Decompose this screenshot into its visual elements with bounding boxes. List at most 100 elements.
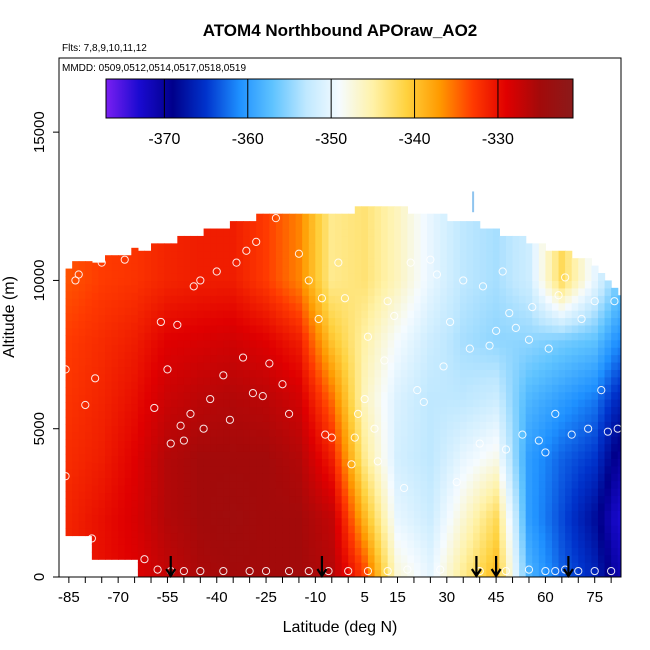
- heatmap-cell: [249, 428, 257, 437]
- observation-point: [603, 427, 612, 436]
- heatmap-cell: [505, 347, 514, 356]
- heatmap-cell: [341, 369, 349, 378]
- heatmap-cell: [321, 339, 330, 348]
- heatmap-cell: [453, 243, 461, 252]
- heatmap-cell: [354, 228, 362, 237]
- heatmap-cell: [446, 391, 454, 400]
- heatmap-cell: [440, 235, 448, 244]
- heatmap-cell: [269, 384, 277, 393]
- heatmap-cell: [440, 525, 448, 534]
- heatmap-cell: [262, 369, 270, 378]
- heatmap-cell: [269, 361, 277, 370]
- heatmap-cell: [170, 347, 178, 356]
- heatmap-cell: [170, 258, 178, 267]
- heatmap-cell: [269, 495, 277, 504]
- heatmap-cell: [124, 321, 132, 330]
- heatmap-cell: [131, 270, 139, 279]
- heatmap-cell: [269, 554, 277, 563]
- heatmap-cell: [72, 283, 80, 292]
- heatmap-cell: [249, 450, 257, 459]
- heatmap-cell: [492, 332, 500, 341]
- heatmap-cell: [216, 428, 224, 437]
- heatmap-cell: [118, 299, 126, 308]
- heatmap-cell: [85, 313, 93, 322]
- heatmap-cell: [407, 332, 415, 341]
- heatmap-cell: [361, 302, 369, 311]
- heatmap-cell: [210, 525, 218, 534]
- heatmap-cell: [177, 332, 185, 341]
- heatmap-cell: [400, 324, 408, 333]
- heatmap-cell: [361, 458, 369, 467]
- heatmap-cell: [545, 495, 553, 504]
- heatmap-cell: [413, 547, 422, 556]
- heatmap-cell: [315, 384, 323, 393]
- heatmap-cell: [262, 347, 270, 356]
- heatmap-cell: [315, 436, 323, 445]
- heatmap-cell: [341, 354, 349, 363]
- heatmap-cell: [85, 513, 93, 522]
- heatmap-cell: [197, 510, 205, 519]
- heatmap-cell: [459, 243, 468, 252]
- heatmap-cell: [328, 547, 336, 556]
- heatmap-cell: [183, 265, 192, 274]
- heatmap-cell: [91, 403, 100, 412]
- heatmap-cells: [65, 206, 621, 577]
- heatmap-cell: [433, 465, 441, 474]
- heatmap-cell: [98, 499, 106, 508]
- heatmap-cell: [446, 450, 454, 459]
- heatmap-cell: [505, 250, 514, 259]
- heatmap-cell: [578, 399, 586, 408]
- heatmap-cell: [131, 551, 139, 560]
- heatmap-cell: [413, 354, 422, 363]
- heatmap-cell: [335, 295, 343, 304]
- observation-point: [150, 403, 159, 413]
- heatmap-cell: [197, 421, 205, 430]
- heatmap-cell: [275, 391, 284, 400]
- heatmap-cell: [157, 465, 165, 474]
- heatmap-cell: [183, 421, 192, 430]
- heatmap-cell: [275, 384, 284, 393]
- heatmap-cell: [558, 562, 566, 571]
- heatmap-cell: [78, 439, 86, 448]
- heatmap-cell: [525, 436, 533, 445]
- heatmap-cell: [381, 406, 389, 415]
- heatmap-cell: [65, 416, 73, 425]
- heatmap-cell: [105, 381, 113, 390]
- heatmap-cell: [275, 413, 284, 422]
- heatmap-cell: [558, 510, 566, 519]
- heatmap-cell: [144, 421, 152, 430]
- heatmap-cell: [197, 554, 205, 563]
- heatmap-cell: [413, 332, 422, 341]
- heatmap-cell: [361, 213, 369, 222]
- heatmap-cell: [295, 280, 303, 289]
- heatmap-cell: [229, 450, 238, 459]
- heatmap-cell: [177, 465, 185, 474]
- heatmap-cell: [446, 265, 454, 274]
- heatmap-cell: [519, 421, 527, 430]
- heatmap-cell: [78, 424, 86, 433]
- observation-point: [87, 534, 96, 543]
- heatmap-cell: [571, 265, 579, 274]
- heatmap-cell: [611, 495, 619, 504]
- heatmap-cell: [216, 384, 224, 393]
- heatmap-cell: [591, 302, 599, 311]
- heatmap-cell: [440, 443, 448, 452]
- heatmap-cell: [486, 458, 494, 467]
- heatmap-cell: [407, 480, 415, 489]
- heatmap-cell: [216, 324, 224, 333]
- heatmap-cell: [210, 287, 218, 296]
- heatmap-cell: [341, 502, 349, 511]
- heatmap-cell: [545, 332, 553, 341]
- heatmap-cell: [486, 450, 494, 459]
- heatmap-cell: [98, 536, 106, 545]
- heatmap-cell: [466, 347, 474, 356]
- heatmap-cell: [91, 514, 100, 523]
- observation-point: [511, 323, 520, 332]
- heatmap-cell: [282, 473, 290, 482]
- heatmap-cell: [453, 273, 461, 282]
- heatmap-cell: [617, 562, 621, 571]
- heatmap-cell: [328, 265, 336, 274]
- observation-point: [541, 448, 550, 457]
- heatmap-cell: [578, 569, 586, 577]
- heatmap-cell: [525, 250, 533, 259]
